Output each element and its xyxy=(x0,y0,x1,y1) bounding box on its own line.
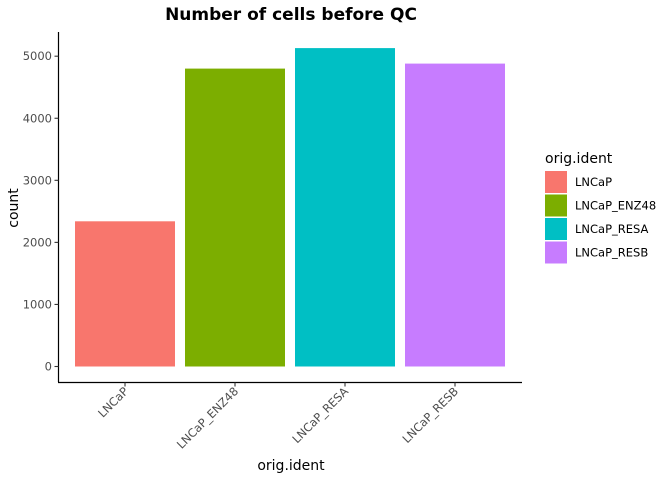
bar-lncap xyxy=(75,221,175,367)
legend-key-lncap-enz48 xyxy=(545,194,567,217)
y-tick-label: 1000 xyxy=(23,297,52,311)
x-ticks-group: LNCaP LNCaP_ENZ48 LNCaP_RESA LNCaP_RESB xyxy=(95,382,461,452)
y-axis-title: count xyxy=(6,188,22,228)
bar-lncap-resb xyxy=(405,63,505,367)
y-tick-label: 5000 xyxy=(23,49,52,63)
legend-key-lncap xyxy=(545,171,567,193)
legend-label: LNCaP_RESB xyxy=(575,246,648,260)
y-tick-label: 2000 xyxy=(23,235,52,249)
x-tick-label: LNCaP_ENZ48 xyxy=(174,384,241,451)
y-ticks-group: 0 1000 2000 3000 4000 5000 xyxy=(23,49,59,374)
x-axis-title: orig.ident xyxy=(257,458,325,474)
legend-label: LNCaP_RESA xyxy=(575,222,649,236)
legend-title: orig.ident xyxy=(545,151,613,167)
legend-label: LNCaP_ENZ48 xyxy=(575,199,656,213)
legend-key-lncap-resa xyxy=(545,218,567,240)
bar-lncap-enz48 xyxy=(185,68,285,367)
chart-title: Number of cells before QC xyxy=(165,5,417,25)
legend-key-lncap-resb xyxy=(545,241,567,264)
y-tick-label: 3000 xyxy=(23,173,52,187)
x-tick-label: LNCaP_RESB xyxy=(399,384,461,446)
legend-label: LNCaP xyxy=(575,175,612,189)
bars-group xyxy=(75,48,505,367)
x-tick-label: LNCaP xyxy=(95,384,131,420)
legend: orig.ident LNCaPLNCaP_ENZ48LNCaP_RESALNC… xyxy=(545,151,656,264)
y-tick-label: 0 xyxy=(45,360,52,374)
legend-items: LNCaP LNCaP_ENZ48 LNCaP_RESA LNCaP_RESB xyxy=(545,171,656,264)
y-tick-label: 4000 xyxy=(23,111,52,125)
bar-lncap-resa xyxy=(295,48,395,367)
x-tick-label: LNCaP_RESA xyxy=(289,384,351,446)
